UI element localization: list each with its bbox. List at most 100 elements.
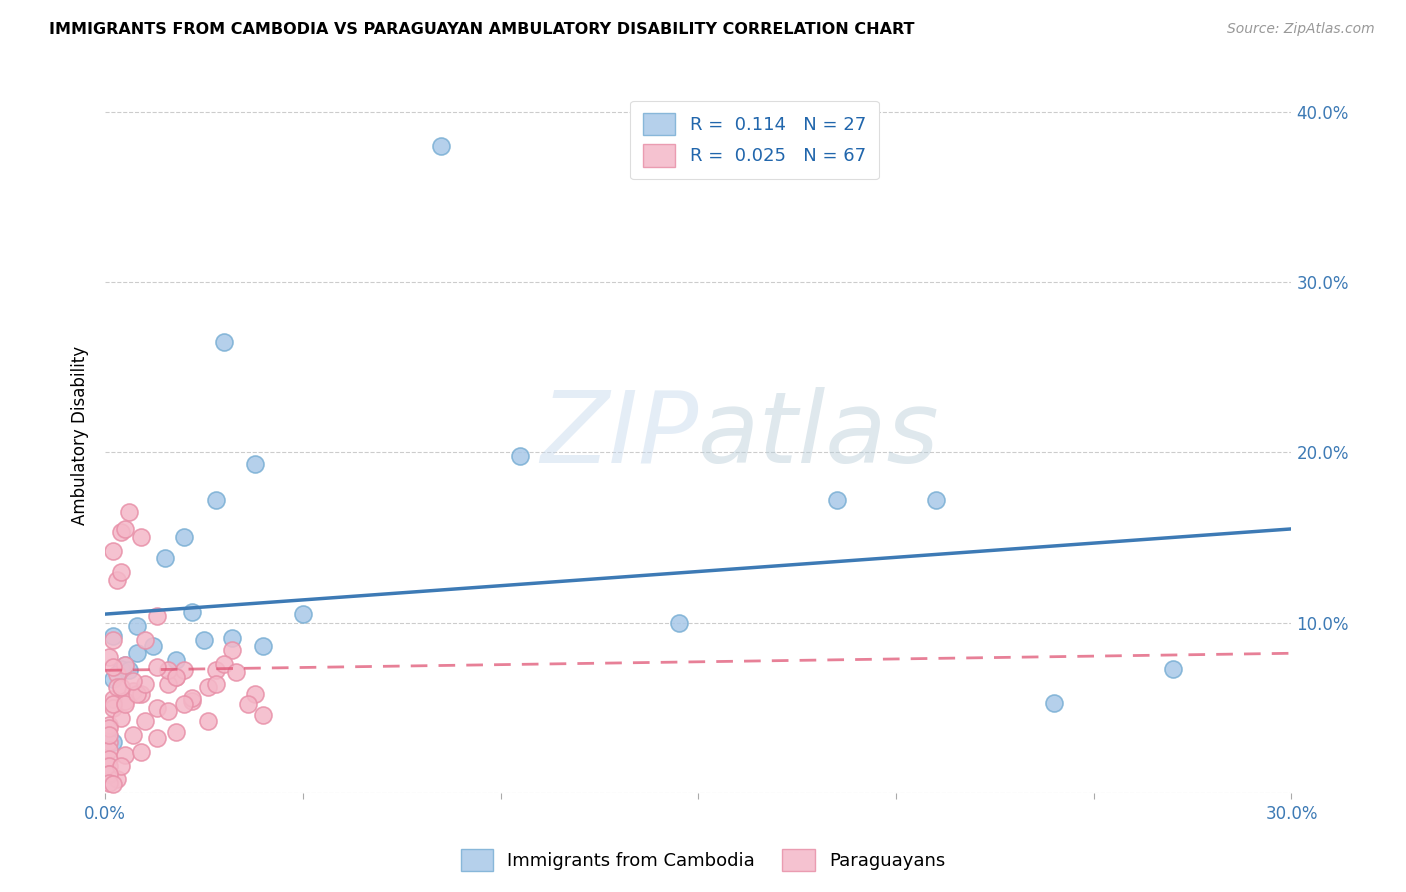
Point — [110, 681, 132, 695]
Point — [122, 683, 145, 698]
Point — [98, 776, 121, 790]
Point — [145, 608, 167, 623]
Point — [181, 690, 204, 705]
Point — [165, 724, 187, 739]
Point — [110, 565, 132, 579]
Point — [145, 731, 167, 746]
Legend: Immigrants from Cambodia, Paraguayans: Immigrants from Cambodia, Paraguayans — [453, 842, 953, 879]
Point — [430, 138, 453, 153]
Point — [134, 632, 156, 647]
Point — [212, 657, 235, 671]
Point — [245, 687, 267, 701]
Point — [110, 662, 132, 676]
Point — [101, 692, 124, 706]
Point — [173, 663, 195, 677]
Point — [225, 665, 247, 679]
Point — [98, 718, 121, 732]
Point — [110, 758, 132, 772]
Point — [181, 606, 204, 620]
Point — [165, 670, 187, 684]
Point — [245, 457, 267, 471]
Point — [142, 640, 165, 654]
Y-axis label: Ambulatory Disability: Ambulatory Disability — [72, 345, 89, 524]
Point — [1043, 696, 1066, 710]
Point — [105, 573, 128, 587]
Point — [98, 767, 121, 781]
Point — [181, 694, 204, 708]
Point — [197, 681, 219, 695]
Point — [157, 677, 180, 691]
Point — [165, 670, 187, 684]
Point — [145, 700, 167, 714]
Point — [205, 492, 228, 507]
Point — [114, 658, 136, 673]
Point — [101, 672, 124, 686]
Point — [122, 728, 145, 742]
Point — [509, 449, 531, 463]
Point — [157, 704, 180, 718]
Point — [114, 658, 136, 673]
Point — [98, 758, 121, 772]
Point — [193, 632, 215, 647]
Point — [129, 745, 152, 759]
Point — [236, 698, 259, 712]
Point — [197, 714, 219, 729]
Point — [114, 694, 136, 708]
Point — [110, 711, 132, 725]
Point — [252, 707, 274, 722]
Point — [134, 677, 156, 691]
Point — [125, 619, 148, 633]
Point — [110, 525, 132, 540]
Point — [101, 660, 124, 674]
Point — [98, 743, 121, 757]
Point — [221, 631, 243, 645]
Point — [105, 772, 128, 787]
Point — [98, 752, 121, 766]
Point — [98, 721, 121, 735]
Text: IMMIGRANTS FROM CAMBODIA VS PARAGUAYAN AMBULATORY DISABILITY CORRELATION CHART: IMMIGRANTS FROM CAMBODIA VS PARAGUAYAN A… — [49, 22, 915, 37]
Point — [118, 505, 141, 519]
Point — [129, 530, 152, 544]
Point — [134, 714, 156, 729]
Point — [101, 777, 124, 791]
Point — [98, 728, 121, 742]
Point — [105, 666, 128, 681]
Point — [291, 607, 314, 621]
Point — [924, 492, 946, 507]
Point — [157, 663, 180, 677]
Point — [205, 677, 228, 691]
Text: atlas: atlas — [699, 387, 941, 483]
Point — [252, 640, 274, 654]
Point — [165, 653, 187, 667]
Point — [205, 663, 228, 677]
Point — [212, 334, 235, 349]
Point — [98, 649, 121, 664]
Point — [129, 687, 152, 701]
Text: ZIP: ZIP — [540, 387, 699, 483]
Point — [145, 660, 167, 674]
Point — [101, 632, 124, 647]
Point — [101, 735, 124, 749]
Point — [125, 687, 148, 701]
Text: Source: ZipAtlas.com: Source: ZipAtlas.com — [1227, 22, 1375, 37]
Point — [114, 698, 136, 712]
Point — [98, 735, 121, 749]
Point — [101, 544, 124, 558]
Point — [825, 492, 848, 507]
Point — [98, 767, 121, 781]
Point — [1161, 662, 1184, 676]
Legend: R =  0.114   N = 27, R =  0.025   N = 67: R = 0.114 N = 27, R = 0.025 N = 67 — [630, 101, 879, 179]
Point — [101, 698, 124, 712]
Point — [122, 673, 145, 688]
Point — [101, 700, 124, 714]
Point — [125, 646, 148, 660]
Point — [173, 530, 195, 544]
Point — [668, 615, 690, 630]
Point — [153, 550, 176, 565]
Point — [101, 629, 124, 643]
Point — [173, 698, 195, 712]
Point — [118, 663, 141, 677]
Point — [114, 748, 136, 763]
Point — [221, 643, 243, 657]
Point — [114, 522, 136, 536]
